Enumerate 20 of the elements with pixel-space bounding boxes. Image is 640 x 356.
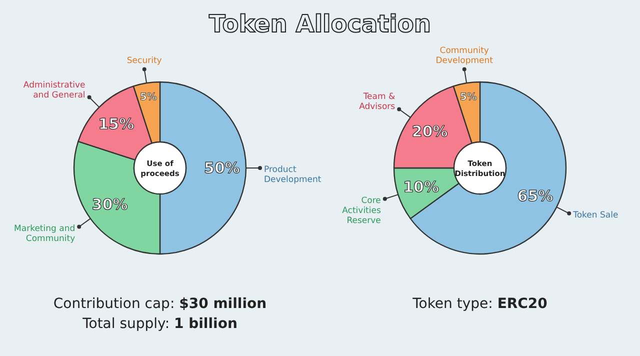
text: Total supply: 1 billion — [82, 316, 238, 332]
slice-label: Administrative and General — [23, 80, 86, 100]
data-label: 15% — [98, 115, 134, 134]
data-label: 10% — [403, 178, 439, 196]
data-label: 30% — [92, 195, 128, 214]
slice-label: Team & Advisors — [359, 92, 396, 112]
data-label: 50% — [204, 159, 240, 177]
data-label: 20% — [412, 122, 448, 141]
slice-label: Token Sale — [572, 210, 618, 220]
data-label: 5% — [460, 92, 477, 103]
data-label: 65% — [517, 187, 554, 206]
data-label: 5% — [140, 92, 157, 103]
slice-label: Product Development — [264, 165, 322, 185]
slice-label: Marketing and Community — [14, 224, 76, 244]
slice-label: Security — [126, 56, 162, 66]
text: Token Allocation — [209, 10, 431, 38]
text: Contribution cap: $30 million — [53, 296, 267, 312]
text: Token type: ERC20 — [412, 296, 548, 312]
slice-label: Community Development — [436, 46, 494, 66]
slice-label: Core Activities Reserve — [342, 196, 382, 226]
